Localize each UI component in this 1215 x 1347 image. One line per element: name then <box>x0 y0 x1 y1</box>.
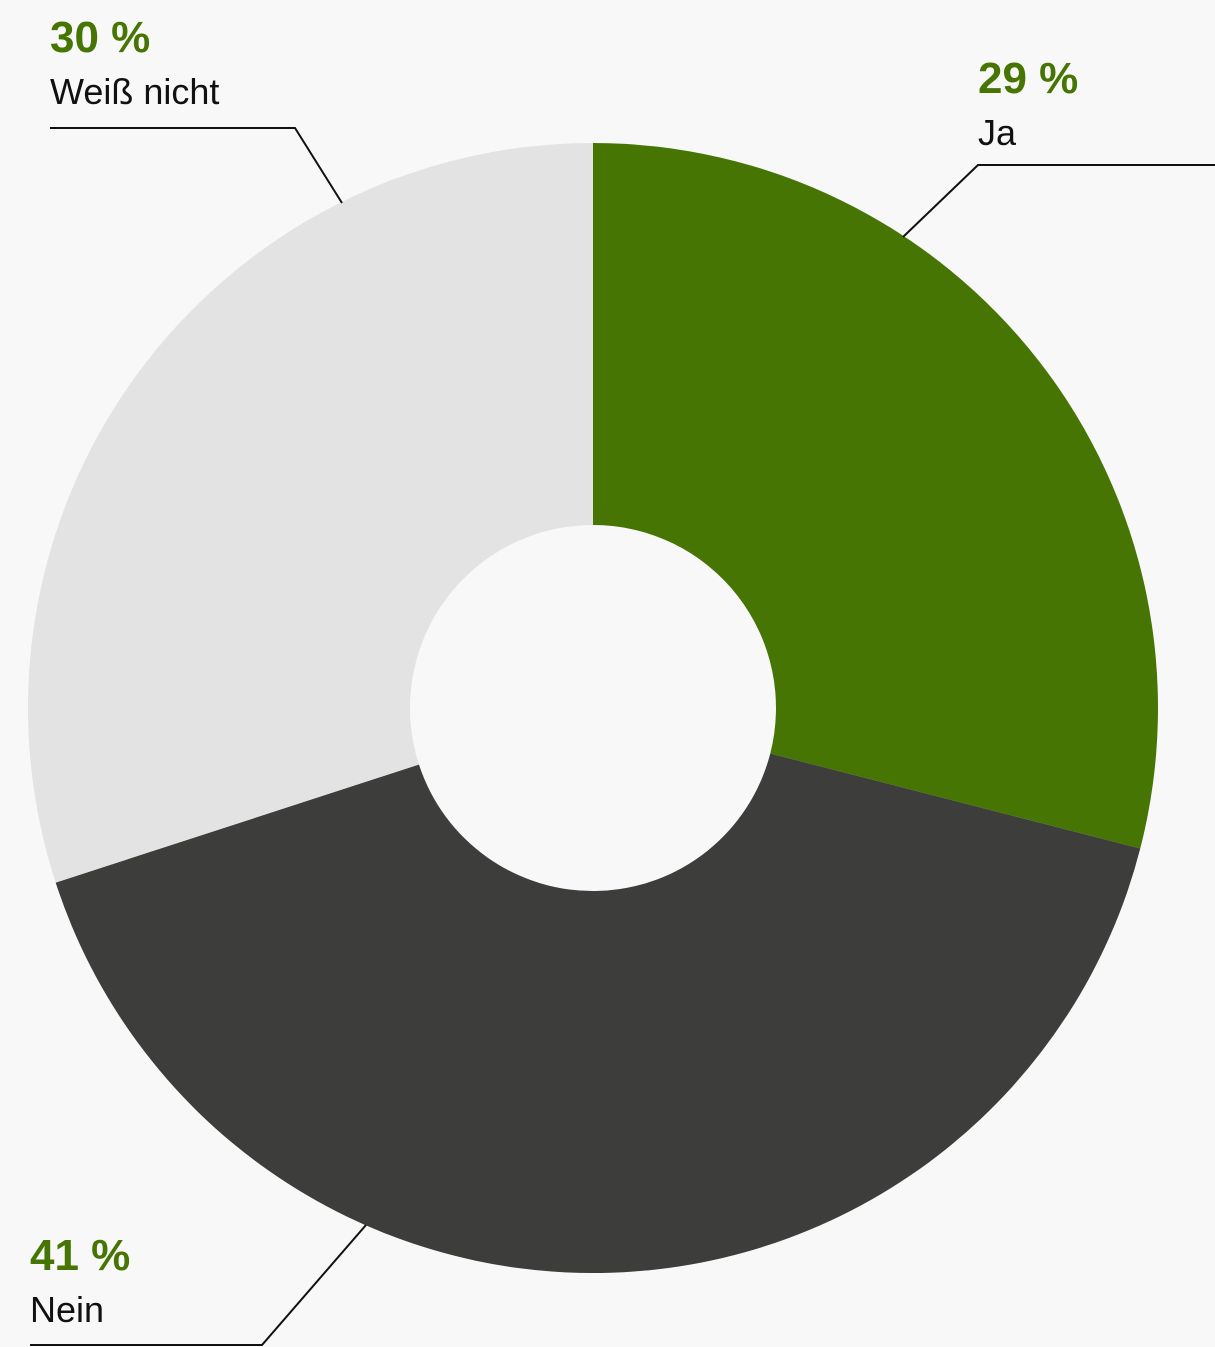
category-label: Ja <box>978 112 1017 153</box>
donut-slice <box>593 143 1158 849</box>
value-label: 41 % <box>30 1231 130 1280</box>
leader-line <box>30 1224 367 1346</box>
donut-slice <box>55 753 1141 1274</box>
category-label: Nein <box>30 1289 104 1330</box>
value-label: 29 % <box>978 54 1078 103</box>
category-label: Weiß nicht <box>50 71 219 112</box>
value-label: 30 % <box>50 13 150 62</box>
leader-line <box>50 127 343 204</box>
donut-slice <box>27 143 594 883</box>
leader-line <box>902 164 1215 238</box>
